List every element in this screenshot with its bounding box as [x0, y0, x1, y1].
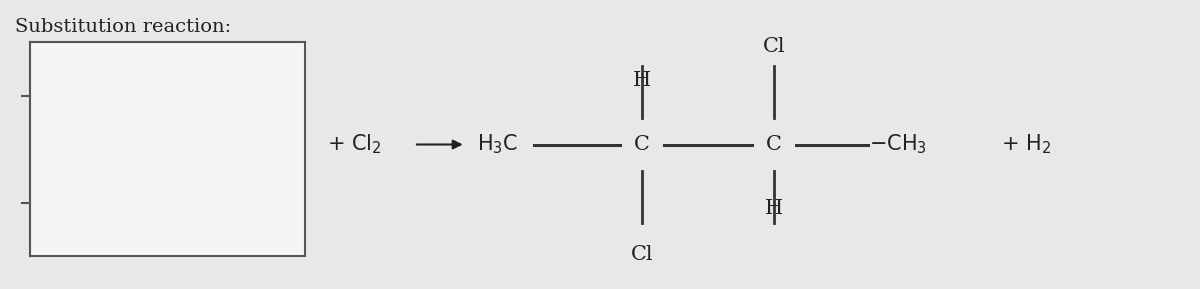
Text: $+\ \mathrm{Cl_2}$: $+\ \mathrm{Cl_2}$	[326, 133, 382, 156]
Text: $+\ \mathrm{H_2}$: $+\ \mathrm{H_2}$	[1001, 133, 1051, 156]
Text: C: C	[766, 135, 782, 154]
Text: H: H	[632, 71, 652, 90]
Text: $\mathrm{H_3C}$: $\mathrm{H_3C}$	[478, 133, 518, 156]
Bar	[30, 42, 305, 256]
Text: Cl: Cl	[631, 245, 653, 264]
Text: C: C	[634, 135, 650, 154]
Text: H: H	[764, 199, 784, 218]
Text: Substitution reaction:: Substitution reaction:	[14, 18, 232, 36]
Text: Cl: Cl	[763, 37, 785, 56]
Text: $\mathrm{-CH_3}$: $\mathrm{-CH_3}$	[869, 133, 926, 156]
